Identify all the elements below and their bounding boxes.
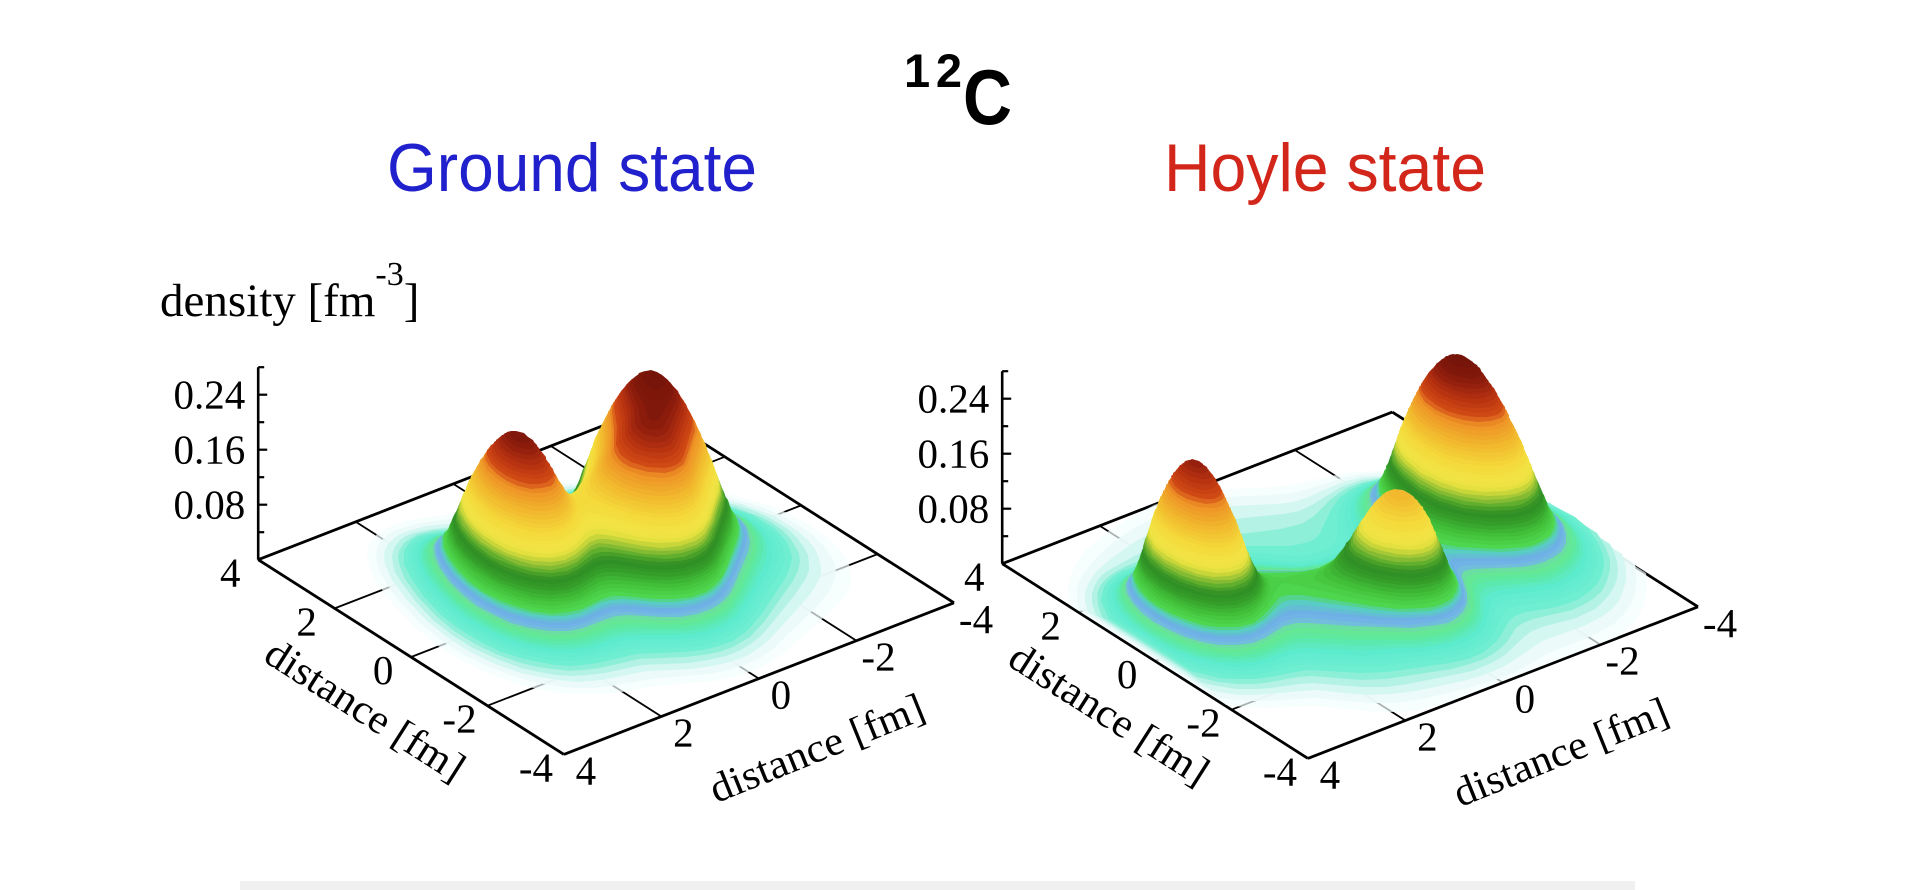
svg-text:0.08: 0.08 [917, 486, 989, 532]
svg-text:density [fm-3]: density [fm-3] [160, 256, 419, 327]
svg-text:0.24: 0.24 [173, 372, 245, 418]
svg-text:2: 2 [673, 710, 694, 756]
svg-text:0: 0 [771, 672, 792, 718]
svg-text:0.16: 0.16 [173, 427, 245, 473]
svg-text:-4: -4 [1703, 600, 1737, 646]
svg-text:-2: -2 [1186, 700, 1220, 746]
svg-text:4: 4 [220, 550, 241, 596]
svg-text:0: 0 [1515, 676, 1536, 722]
svg-text:-4: -4 [959, 596, 993, 642]
svg-text:0.16: 0.16 [917, 431, 989, 477]
svg-text:12: 12 [904, 44, 962, 97]
svg-text:4: 4 [964, 554, 985, 600]
svg-text:Hoyle state: Hoyle state [1164, 130, 1486, 206]
svg-text:-4: -4 [519, 744, 553, 790]
svg-text:0.08: 0.08 [173, 482, 245, 528]
svg-text:2: 2 [1040, 602, 1061, 648]
svg-text:distance [fm]: distance [fm] [1446, 688, 1675, 816]
svg-text:distance [fm]: distance [fm] [702, 684, 931, 812]
svg-text:2: 2 [296, 598, 317, 644]
svg-text:0: 0 [1117, 651, 1138, 697]
svg-text:-2: -2 [861, 634, 895, 680]
svg-text:0.24: 0.24 [917, 376, 989, 422]
svg-text:distance [fm]: distance [fm] [257, 629, 474, 790]
svg-text:0: 0 [373, 647, 394, 693]
svg-text:2: 2 [1417, 714, 1438, 760]
svg-text:4: 4 [1320, 751, 1341, 797]
svg-text:-2: -2 [1605, 638, 1639, 684]
svg-text:4: 4 [576, 747, 597, 793]
svg-text:-2: -2 [442, 696, 476, 742]
svg-text:Ground state: Ground state [387, 130, 757, 206]
svg-text:C: C [963, 53, 1012, 141]
svg-text:-4: -4 [1263, 748, 1297, 794]
